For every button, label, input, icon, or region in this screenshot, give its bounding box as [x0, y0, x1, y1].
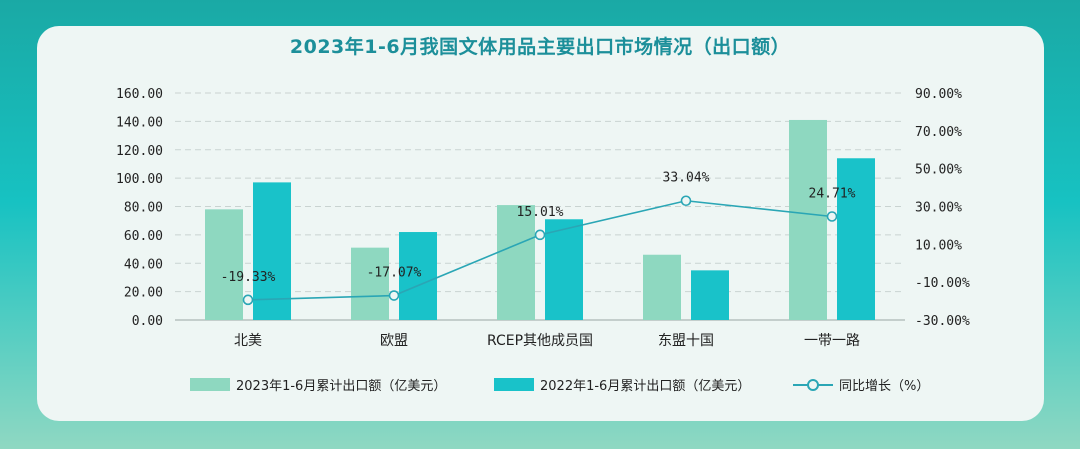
- y-left-tick-label: 120.00: [116, 144, 163, 159]
- y-left-tick-label: 160.00: [116, 87, 163, 102]
- growth-point: [826, 211, 838, 222]
- bar: [691, 270, 729, 320]
- x-tick-label: 一带一路: [804, 333, 860, 349]
- y-right-tick-label: 50.00%: [915, 163, 962, 178]
- y-left-tick-label: 100.00: [116, 172, 163, 187]
- y-right-tick-label: 70.00%: [915, 125, 962, 140]
- legend-item-2023: 2023年1-6月累计出口额（亿美元）: [190, 375, 446, 394]
- x-tick-label: 东盟十国: [658, 333, 714, 349]
- growth-data-label: 33.04%: [663, 171, 710, 186]
- growth-point: [242, 294, 254, 306]
- bar: [351, 247, 389, 320]
- bar: [545, 219, 583, 320]
- bar: [643, 254, 681, 320]
- growth-data-label: 15.01%: [517, 205, 564, 220]
- y-left-tick-label: 60.00: [124, 229, 163, 244]
- x-tick-label: RCEP其他成员国: [487, 333, 593, 349]
- legend-swatch-2023: [190, 378, 230, 391]
- bar: [837, 158, 875, 320]
- legend-label-2022: 2022年1-6月累计出口额（亿美元）: [540, 379, 751, 394]
- legend-swatch-growth: [793, 378, 833, 391]
- growth-data-label: -17.07%: [367, 266, 422, 281]
- x-tick-label: 欧盟: [380, 333, 408, 349]
- chart-card: [37, 26, 1044, 421]
- chart-title: 2023年1-6月我国文体用品主要出口市场情况（出口额）: [289, 36, 791, 58]
- x-tick-label: 北美: [234, 333, 262, 349]
- y-left-tick-label: 80.00: [124, 201, 163, 216]
- bar: [399, 232, 437, 320]
- y-right-tick-label: -10.00%: [915, 276, 970, 291]
- legend-label-2023: 2023年1-6月累计出口额（亿美元）: [236, 379, 447, 394]
- growth-data-label: -19.33%: [221, 270, 276, 285]
- y-left-tick-label: 40.00: [124, 257, 163, 272]
- y-right-tick-label: 30.00%: [915, 201, 962, 216]
- y-right-tick-label: -30.00%: [915, 314, 970, 329]
- growth-point: [388, 290, 400, 301]
- legend-label-growth: 同比增长（%）: [839, 379, 930, 394]
- bar: [497, 205, 535, 320]
- y-right-tick-label: 90.00%: [915, 87, 962, 102]
- growth-point: [534, 229, 546, 241]
- legend-item-growth: 同比增长（%）: [793, 375, 929, 394]
- bar: [253, 182, 291, 320]
- growth-point: [680, 195, 692, 207]
- y-left-tick-label: 140.00: [116, 115, 163, 130]
- y-left-tick-label: 20.00: [124, 286, 163, 301]
- legend-swatch-2022: [494, 378, 534, 391]
- y-right-tick-label: 10.00%: [915, 238, 962, 253]
- y-left-tick-label: 0.00: [132, 314, 163, 329]
- bar: [789, 119, 827, 320]
- bar: [205, 209, 243, 320]
- chart-legend: 2023年1-6月累计出口额（亿美元） 2022年1-6月累计出口额（亿美元） …: [0, 375, 1080, 395]
- growth-data-label: 24.71%: [809, 187, 856, 202]
- legend-item-2022: 2022年1-6月累计出口额（亿美元）: [494, 375, 750, 394]
